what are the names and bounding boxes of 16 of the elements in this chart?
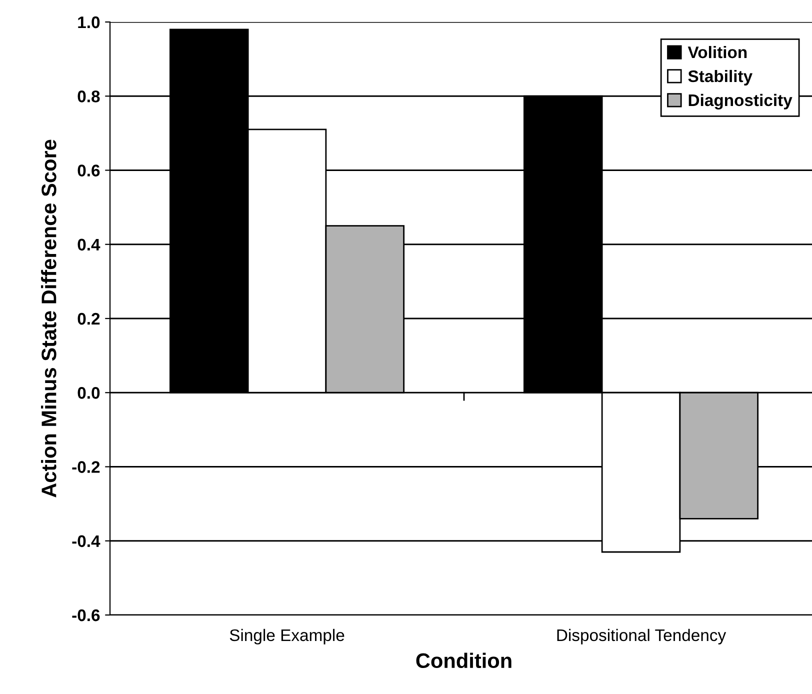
y-axis-title: Action Minus State Difference Score bbox=[41, 140, 56, 498]
legend-label: Volition bbox=[688, 46, 747, 58]
y-tick-label: 0.4 bbox=[78, 238, 100, 251]
x-tick-label: Dispositional Tendency bbox=[557, 628, 726, 644]
x-tick-label: Single Example bbox=[230, 628, 344, 644]
y-tick-label: -0.4 bbox=[72, 535, 100, 548]
legend-label: Diagnosticity bbox=[688, 94, 792, 110]
x-axis-title: Condition bbox=[416, 652, 512, 668]
y-tick-label: 0.0 bbox=[78, 387, 100, 399]
y-tick-label: 0.2 bbox=[78, 312, 100, 325]
y-tick-label: -0.6 bbox=[72, 609, 100, 622]
legend-label: Stability bbox=[688, 70, 752, 86]
y-tick-label: -0.2 bbox=[72, 461, 100, 473]
y-tick-label: 1.0 bbox=[78, 16, 100, 28]
y-tick-label: 0.8 bbox=[78, 90, 100, 102]
y-tick-label: 0.6 bbox=[78, 164, 100, 176]
